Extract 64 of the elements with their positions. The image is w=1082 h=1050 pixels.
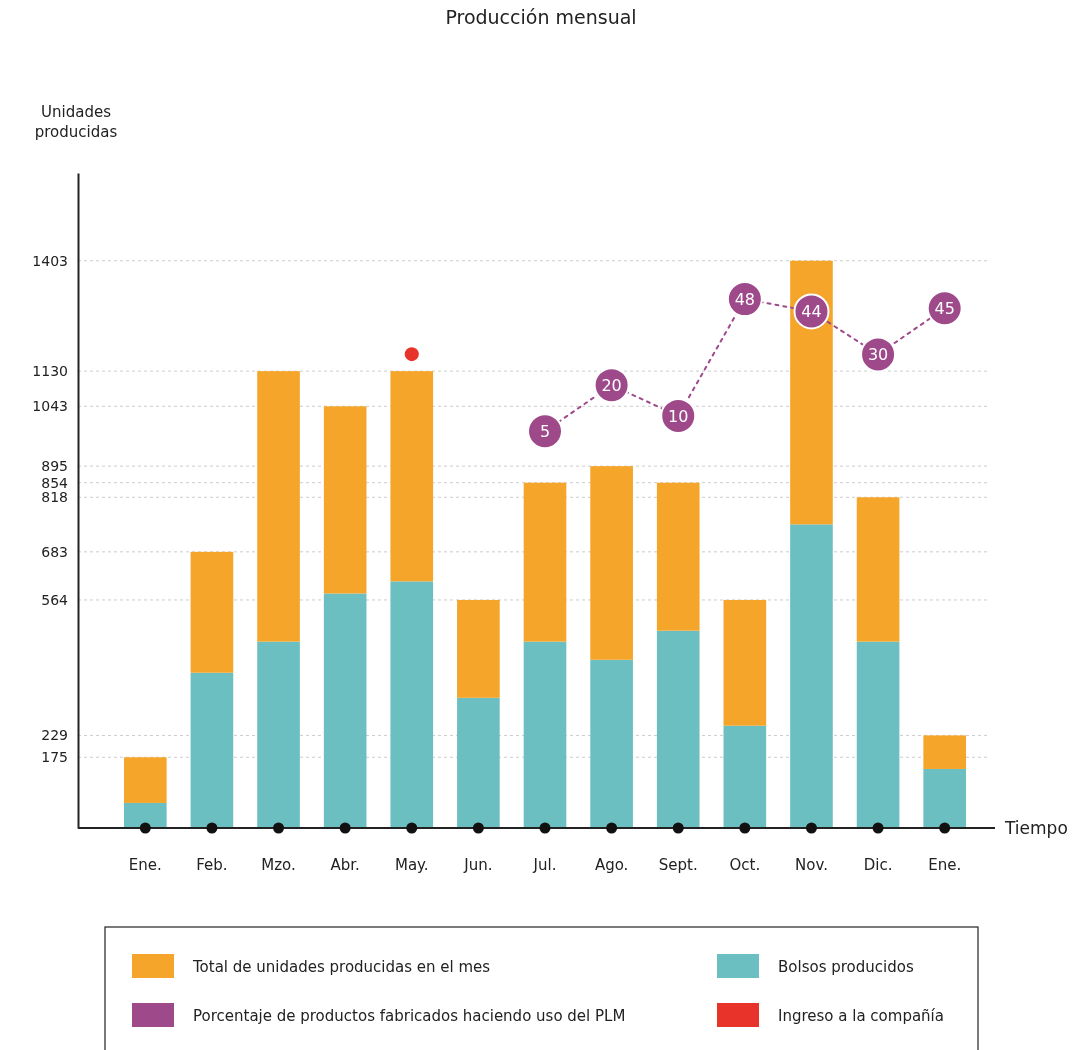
bar xyxy=(590,659,633,828)
x-tick-label: Sept. xyxy=(658,856,698,874)
data-label: 48 xyxy=(734,290,756,310)
legend-label: Ingreso a la compañía xyxy=(778,1007,944,1025)
bar xyxy=(257,371,300,642)
y-tick-label: 229 xyxy=(41,727,68,744)
bar xyxy=(123,757,167,803)
bar xyxy=(390,371,434,582)
bar xyxy=(790,524,833,828)
bar xyxy=(790,260,833,525)
y-axis-title: Unidades producidas xyxy=(34,103,118,141)
bar xyxy=(923,735,967,769)
bar xyxy=(190,672,234,828)
bar xyxy=(723,725,767,828)
bar xyxy=(457,599,500,698)
legend-label: Bolsos producidos xyxy=(778,958,914,976)
x-tick-label: Ene. xyxy=(128,856,162,874)
x-tick-label: Ago. xyxy=(594,856,629,874)
x-tick-label: May. xyxy=(394,856,429,874)
bar xyxy=(856,641,900,828)
y-tick-label: 683 xyxy=(41,543,68,560)
bar xyxy=(523,641,567,828)
bar xyxy=(523,482,567,642)
x-tick-label: Mzo. xyxy=(261,856,296,874)
legend-label: Porcentaje de productos fabricados haciendo uso del PLM xyxy=(193,1007,626,1025)
x-tick-label: Abr. xyxy=(330,856,360,874)
data-label: 5 xyxy=(539,422,551,442)
data-label: 10 xyxy=(668,406,689,426)
y-tick-label: 1043 xyxy=(32,398,68,415)
x-tick-label: Dic. xyxy=(863,856,893,874)
x-tick-label: Jun. xyxy=(463,856,493,874)
y-tick-label: 175 xyxy=(41,749,68,766)
y-tick-label: 818 xyxy=(41,489,68,506)
bar xyxy=(123,802,167,828)
bar xyxy=(457,697,500,828)
data-label: 20 xyxy=(601,376,622,396)
chart-title: Producción mensual xyxy=(445,6,637,28)
x-tick-label: Jul. xyxy=(532,856,557,874)
bar xyxy=(590,466,633,660)
bar xyxy=(323,406,367,594)
data-label: 45 xyxy=(934,299,955,319)
x-tick-label: Nov. xyxy=(795,856,828,874)
bar xyxy=(190,551,234,673)
bar xyxy=(856,497,900,642)
bar xyxy=(923,768,967,828)
bar xyxy=(656,482,700,631)
point xyxy=(527,413,563,450)
bar xyxy=(257,641,300,828)
bar xyxy=(390,581,434,828)
x-tick-label: Ene. xyxy=(928,856,962,874)
data-label: 44 xyxy=(801,302,822,322)
x-axis-title: Tiempo xyxy=(1004,818,1068,838)
bar xyxy=(723,599,767,726)
y-tick-label: 564 xyxy=(41,591,69,608)
y-tick-label: 1130 xyxy=(32,363,68,380)
x-tick-label: Feb. xyxy=(196,856,228,874)
legend-label: Total de unidades producidas en el mes xyxy=(192,958,491,976)
bar xyxy=(323,593,367,828)
data-label: 30 xyxy=(867,345,889,365)
bar xyxy=(656,630,700,828)
y-tick-label: 854 xyxy=(41,474,69,491)
y-tick-label: 1403 xyxy=(32,252,68,269)
x-tick-label: Oct. xyxy=(729,856,761,874)
y-tick-label: 895 xyxy=(41,458,68,475)
